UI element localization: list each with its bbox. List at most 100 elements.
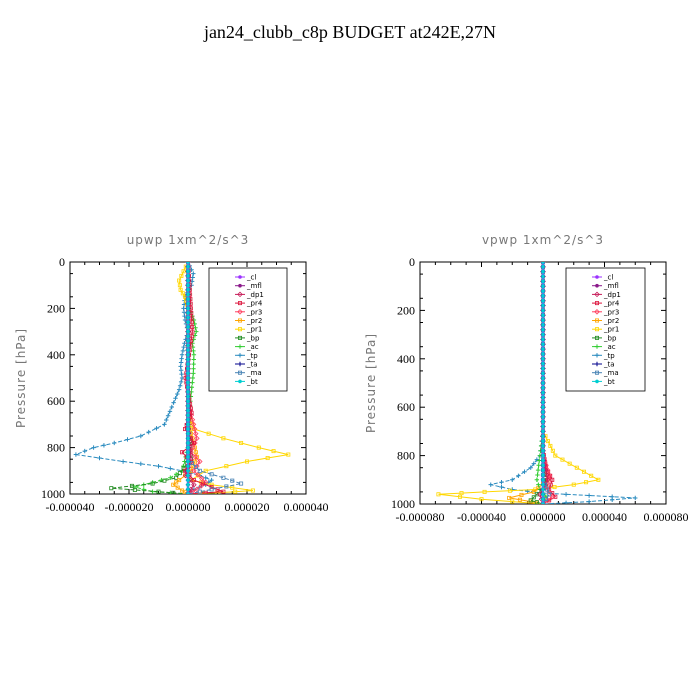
data-point (237, 318, 242, 323)
y-tick-label: 600 (397, 400, 415, 414)
data-point (191, 371, 196, 376)
legend-item-tp: _tp (235, 352, 258, 360)
data-point (179, 352, 185, 357)
legend-label: _ta (603, 361, 615, 369)
data-point (574, 465, 579, 470)
legend-label: _cl (603, 274, 613, 282)
data-point (171, 490, 176, 494)
data-point (174, 480, 179, 485)
legend-label: _pr2 (246, 317, 262, 325)
data-point (192, 430, 199, 437)
legend-item-bt: _bt (592, 378, 615, 386)
data-point (541, 327, 545, 332)
data-point (594, 309, 600, 315)
data-point (182, 341, 187, 346)
data-point (197, 489, 202, 494)
legend-item-dp1: _dp1 (592, 291, 621, 299)
data-point (544, 477, 551, 483)
legend-item-ma: _ma (235, 369, 262, 377)
data-point (507, 488, 512, 493)
data-point (271, 449, 276, 454)
data-point (154, 426, 159, 431)
data-point (186, 264, 190, 269)
legend-item-pr4: _pr4 (235, 300, 263, 308)
data-point (237, 335, 242, 340)
data-point (482, 489, 487, 494)
data-point (250, 488, 255, 493)
data-point (190, 329, 195, 334)
data-point (186, 320, 190, 325)
data-point (535, 472, 540, 478)
data-point (109, 486, 114, 491)
series-group (73, 262, 291, 494)
data-point (237, 353, 243, 358)
data-point (560, 457, 565, 462)
data-point (595, 327, 600, 332)
legend-item-bp: _bp (592, 334, 617, 342)
data-point (541, 294, 545, 298)
data-point (186, 450, 190, 455)
data-point (197, 458, 203, 465)
data-point (179, 375, 185, 381)
data-point (595, 301, 600, 306)
data-point (190, 375, 196, 381)
data-point (174, 472, 179, 477)
data-point (541, 458, 545, 463)
data-point (237, 327, 242, 332)
data-point (191, 357, 196, 362)
data-point (186, 292, 190, 297)
data-point (194, 486, 200, 493)
series-bt (186, 262, 190, 494)
data-point (595, 370, 600, 375)
data-point (186, 380, 190, 385)
legend-item-ac: _ac (592, 343, 616, 351)
data-point (209, 482, 214, 487)
data-point (199, 475, 205, 482)
y-tick-label: 200 (397, 303, 415, 317)
data-point (528, 465, 533, 470)
legend-label: _pr3 (246, 308, 262, 316)
data-point (541, 352, 545, 356)
data-point (173, 396, 178, 401)
data-point (534, 492, 539, 497)
data-point (237, 361, 243, 367)
y-tick-label: 400 (47, 348, 65, 362)
data-point (541, 357, 545, 361)
data-point (193, 450, 198, 455)
legend-item-pr4: _pr4 (592, 300, 620, 308)
data-point (181, 344, 186, 350)
data-point (237, 344, 243, 349)
data-point (230, 478, 235, 483)
data-point (594, 353, 600, 358)
data-point (186, 262, 190, 264)
legend-item-mfl: _mfl (592, 282, 619, 290)
data-point (237, 301, 242, 306)
legend-label: _pr1 (246, 326, 262, 334)
data-point (186, 399, 190, 404)
data-point (186, 427, 190, 431)
data-point (534, 457, 540, 462)
data-point (180, 291, 185, 296)
data-point (186, 269, 190, 274)
data-point (457, 494, 462, 499)
data-point (186, 297, 190, 301)
series-tp (73, 262, 214, 494)
data-point (193, 464, 198, 469)
data-point (150, 481, 155, 486)
data-point (177, 278, 182, 283)
data-point (191, 366, 196, 371)
data-point (534, 477, 540, 482)
data-point (541, 265, 545, 269)
data-point (200, 481, 205, 486)
legend-label: _bt (246, 378, 258, 386)
x-tick-label: 0.000000 (521, 510, 566, 524)
data-point (186, 315, 190, 320)
data-point (563, 492, 569, 497)
page-title: jan24_clubb_c8p BUDGET at242E,27N (203, 22, 497, 42)
series-line (111, 262, 192, 494)
data-point (541, 371, 545, 376)
data-point (167, 409, 173, 414)
legend-label: _ta (246, 361, 258, 369)
data-point (186, 473, 190, 478)
data-point (178, 364, 183, 369)
